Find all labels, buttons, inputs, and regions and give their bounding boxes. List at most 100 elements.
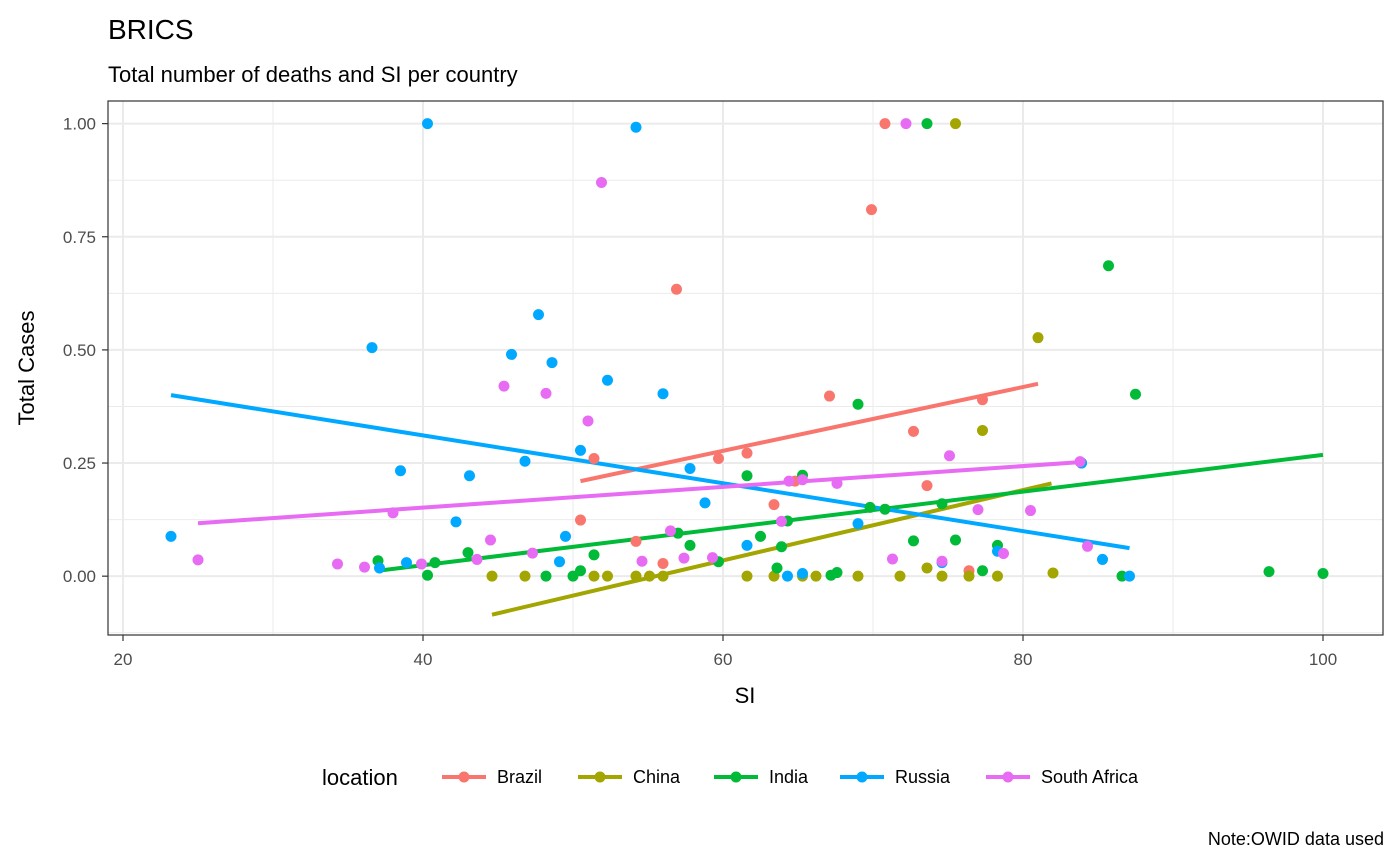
data-point-brazil (921, 480, 933, 492)
data-point-india (1130, 388, 1141, 400)
data-point-china (519, 570, 531, 582)
data-point-south-africa (387, 507, 399, 519)
y-tick-label: 0.00 (63, 567, 96, 586)
data-point-brazil (575, 514, 586, 526)
data-point-india (771, 562, 783, 574)
data-point-brazil (588, 453, 600, 465)
data-point-india (540, 570, 552, 582)
chart-caption: Note:OWID data used (1208, 829, 1384, 849)
legend-title: location (322, 765, 398, 790)
data-point-russia (630, 121, 642, 133)
data-point-south-africa (540, 387, 552, 399)
data-point-russia (684, 462, 696, 474)
data-point-brazil (630, 535, 642, 547)
data-point-russia (533, 309, 544, 321)
data-point-russia (657, 388, 669, 400)
x-tick-label: 80 (1014, 650, 1033, 669)
data-point-russia (395, 465, 406, 477)
data-point-russia (554, 556, 565, 568)
y-tick-label: 0.75 (63, 228, 96, 247)
data-point-russia (450, 516, 462, 528)
data-point-brazil (671, 283, 682, 295)
data-point-china (894, 570, 906, 582)
data-point-russia (560, 530, 571, 542)
data-point-india (1103, 260, 1114, 272)
data-point-india (864, 501, 876, 513)
data-point-south-africa (596, 176, 607, 188)
data-point-south-africa (1082, 540, 1093, 552)
legend-key-point-china (594, 771, 606, 783)
data-point-china (977, 424, 988, 436)
x-tick-label: 60 (714, 650, 733, 669)
data-point-south-africa (665, 525, 676, 537)
data-point-south-africa (944, 450, 955, 462)
data-point-south-africa (1074, 456, 1086, 468)
legend-label-brazil: Brazil (497, 767, 542, 787)
data-point-brazil (977, 394, 988, 406)
data-point-russia (797, 567, 808, 579)
axes: 20 40 60 80 100 0.00 0.25 0.50 0.75 1.00 (63, 115, 1337, 669)
data-point-brazil (657, 557, 669, 569)
x-tick-label: 40 (414, 650, 433, 669)
data-point-china (921, 562, 933, 574)
legend-label-russia: Russia (895, 767, 951, 787)
data-point-india (429, 557, 441, 569)
data-point-brazil (741, 447, 753, 459)
data-point-russia (506, 348, 517, 360)
trend-line-south-africa (197, 460, 1081, 526)
data-point-russia (366, 342, 378, 354)
data-point-russia (1097, 553, 1108, 565)
data-point-south-africa (783, 475, 795, 487)
data-point-south-africa (416, 558, 427, 570)
data-point-india (588, 549, 600, 561)
data-point-russia (519, 455, 531, 467)
data-point-india (776, 541, 787, 553)
data-point-russia (401, 557, 412, 569)
data-point-china (657, 570, 669, 582)
data-point-south-africa (192, 554, 204, 566)
data-point-russia (546, 357, 558, 369)
y-axis-title: Total Cases (14, 311, 39, 426)
data-point-china (630, 570, 642, 582)
data-point-south-africa (471, 553, 483, 565)
data-point-india (567, 570, 579, 582)
data-point-south-africa (998, 548, 1009, 560)
data-point-south-africa (636, 555, 648, 567)
data-points (165, 118, 1329, 582)
data-point-india (908, 535, 919, 547)
data-point-india (462, 547, 474, 559)
data-point-brazil (713, 453, 724, 465)
data-point-india (825, 569, 837, 581)
data-point-china (1047, 567, 1059, 579)
plot-panel-border (107, 100, 1384, 636)
y-tick-label: 0.25 (63, 454, 96, 473)
data-point-china (486, 570, 498, 582)
legend-key-point-india (730, 771, 742, 783)
x-axis-title: SI (735, 683, 756, 708)
data-point-india (1263, 566, 1275, 578)
data-point-south-africa (498, 380, 510, 392)
data-point-india (852, 398, 864, 410)
data-point-china (852, 570, 864, 582)
x-tick-label: 100 (1309, 650, 1337, 669)
legend-label-india: India (769, 767, 809, 787)
data-point-china (588, 570, 600, 582)
trend-line-china (491, 481, 1052, 617)
legend: location Brazil China India Russia South Afr… (322, 765, 1139, 790)
legend-label-china: China (633, 767, 681, 787)
data-point-china (644, 570, 655, 582)
data-point-china (741, 570, 753, 582)
data-point-south-africa (831, 477, 843, 489)
trend-line-russia (170, 393, 1130, 551)
data-point-south-africa (936, 555, 948, 567)
data-point-brazil (866, 204, 877, 216)
data-point-china (936, 570, 948, 582)
data-point-south-africa (527, 547, 538, 559)
data-point-russia (852, 518, 864, 530)
data-point-russia (464, 470, 475, 482)
data-point-south-africa (776, 515, 787, 527)
chart-subtitle: Total number of deaths and SI per countr… (108, 62, 518, 87)
data-point-russia (575, 444, 586, 456)
data-point-south-africa (359, 561, 370, 573)
data-point-russia (422, 118, 433, 130)
